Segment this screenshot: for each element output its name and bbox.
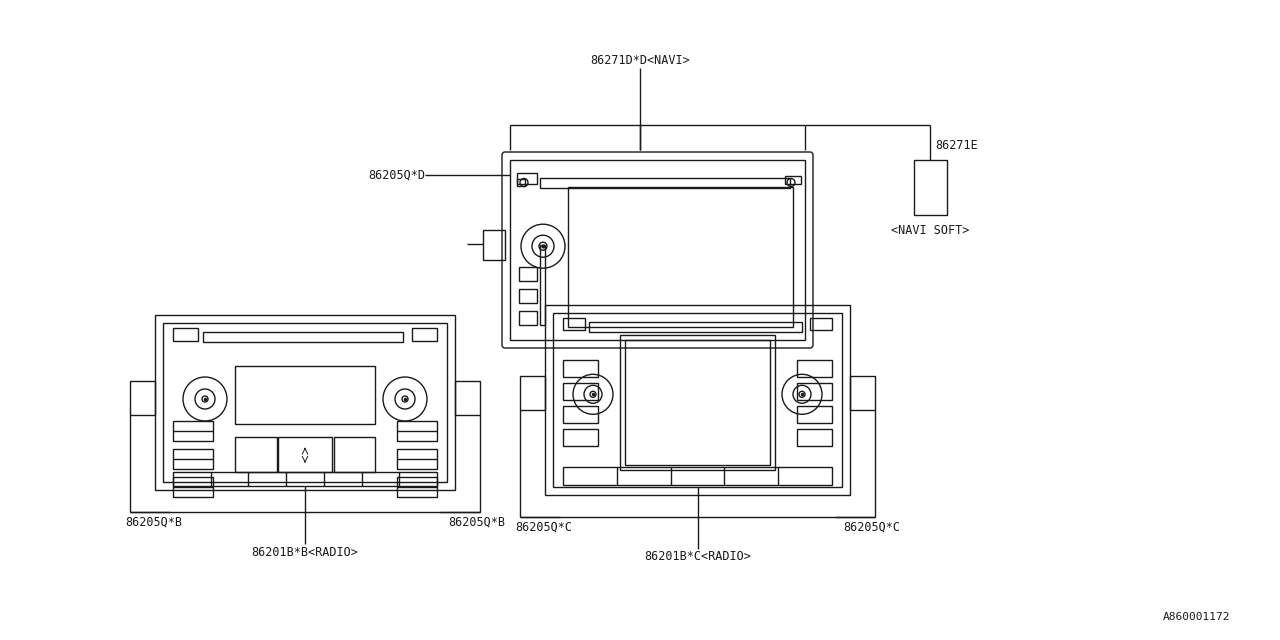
- Bar: [397, 421, 436, 441]
- Bar: [520, 376, 545, 410]
- Bar: [173, 449, 212, 469]
- Bar: [163, 323, 447, 482]
- Text: A860001172: A860001172: [1162, 612, 1230, 622]
- Bar: [563, 467, 832, 485]
- Bar: [797, 360, 832, 377]
- Bar: [563, 406, 598, 423]
- Bar: [625, 340, 771, 465]
- Bar: [914, 160, 947, 215]
- Bar: [620, 335, 774, 470]
- Bar: [236, 365, 375, 424]
- Text: 86271D*D<NAVI>: 86271D*D<NAVI>: [590, 54, 690, 67]
- Bar: [797, 429, 832, 446]
- Bar: [563, 318, 585, 330]
- Bar: [509, 160, 805, 340]
- Text: 86205Q*D: 86205Q*D: [369, 168, 425, 182]
- Bar: [518, 311, 538, 325]
- Bar: [483, 230, 506, 260]
- Bar: [517, 173, 538, 184]
- Bar: [563, 429, 598, 446]
- Bar: [173, 472, 436, 486]
- Bar: [563, 383, 598, 400]
- Bar: [397, 477, 436, 497]
- Bar: [785, 176, 801, 184]
- Text: 86205Q*C: 86205Q*C: [844, 520, 900, 534]
- Text: 86205Q*C: 86205Q*C: [515, 520, 572, 534]
- Bar: [797, 406, 832, 423]
- Bar: [397, 449, 436, 469]
- Bar: [810, 318, 832, 330]
- Bar: [204, 332, 403, 342]
- Bar: [518, 268, 538, 281]
- Text: 86271E: 86271E: [934, 138, 978, 152]
- Bar: [518, 289, 538, 303]
- Bar: [545, 305, 850, 495]
- Bar: [173, 328, 198, 341]
- Bar: [131, 381, 155, 415]
- Bar: [540, 178, 790, 188]
- Bar: [279, 437, 332, 472]
- Bar: [797, 383, 832, 400]
- Text: 86205Q*B: 86205Q*B: [448, 515, 506, 529]
- Bar: [517, 179, 525, 186]
- Bar: [454, 381, 480, 415]
- Bar: [568, 187, 794, 327]
- Bar: [540, 245, 545, 325]
- Text: 86201B*B<RADIO>: 86201B*B<RADIO>: [252, 545, 358, 559]
- Bar: [236, 437, 276, 472]
- Bar: [334, 437, 375, 472]
- Bar: [563, 360, 598, 377]
- Text: 86205Q*B: 86205Q*B: [125, 515, 182, 529]
- Bar: [155, 315, 454, 490]
- Bar: [412, 328, 436, 341]
- Bar: [553, 313, 842, 487]
- Bar: [850, 376, 876, 410]
- Text: <NAVI SOFT>: <NAVI SOFT>: [891, 223, 969, 237]
- Text: 86201B*C<RADIO>: 86201B*C<RADIO>: [644, 550, 751, 563]
- Bar: [173, 477, 212, 497]
- Bar: [173, 421, 212, 441]
- Bar: [589, 322, 803, 332]
